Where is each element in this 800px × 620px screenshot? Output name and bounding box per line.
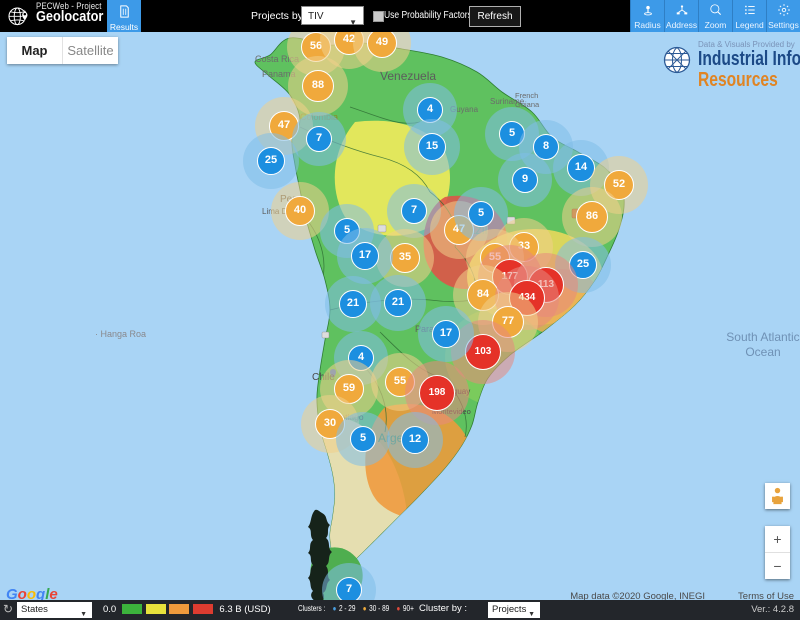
svg-text:French: French bbox=[515, 91, 538, 100]
